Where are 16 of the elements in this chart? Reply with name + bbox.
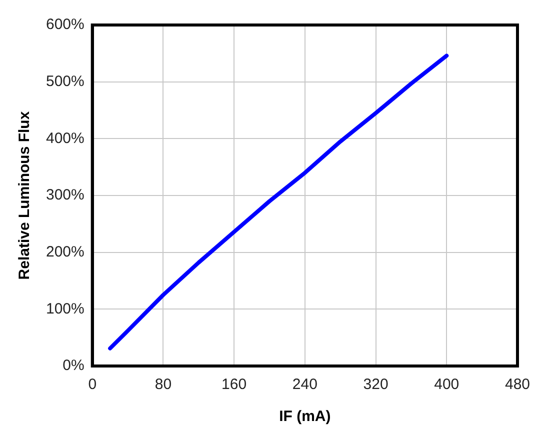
y-tick-label: 400% [46,130,84,147]
x-tick-label: 240 [292,376,318,394]
y-tick-label: 600% [46,16,84,34]
y-tick-label: 100% [46,300,84,318]
y-axis-title: Relative Luminous Flux [16,110,34,280]
x-tick-label: 80 [154,376,172,394]
y-tick-label: 300% [46,186,84,204]
x-tick-label: 320 [363,376,388,394]
x-tick-label: 0 [88,376,97,394]
y-tick-label: 0% [62,357,84,374]
y-tick-label: 500% [46,72,84,90]
x-axis-title: IF (mA) [279,408,331,426]
x-tick-label: 160 [222,376,247,394]
x-tick-label: 480 [504,376,530,394]
x-tick-label: 400 [434,376,460,394]
y-tick-label: 200% [46,243,84,260]
